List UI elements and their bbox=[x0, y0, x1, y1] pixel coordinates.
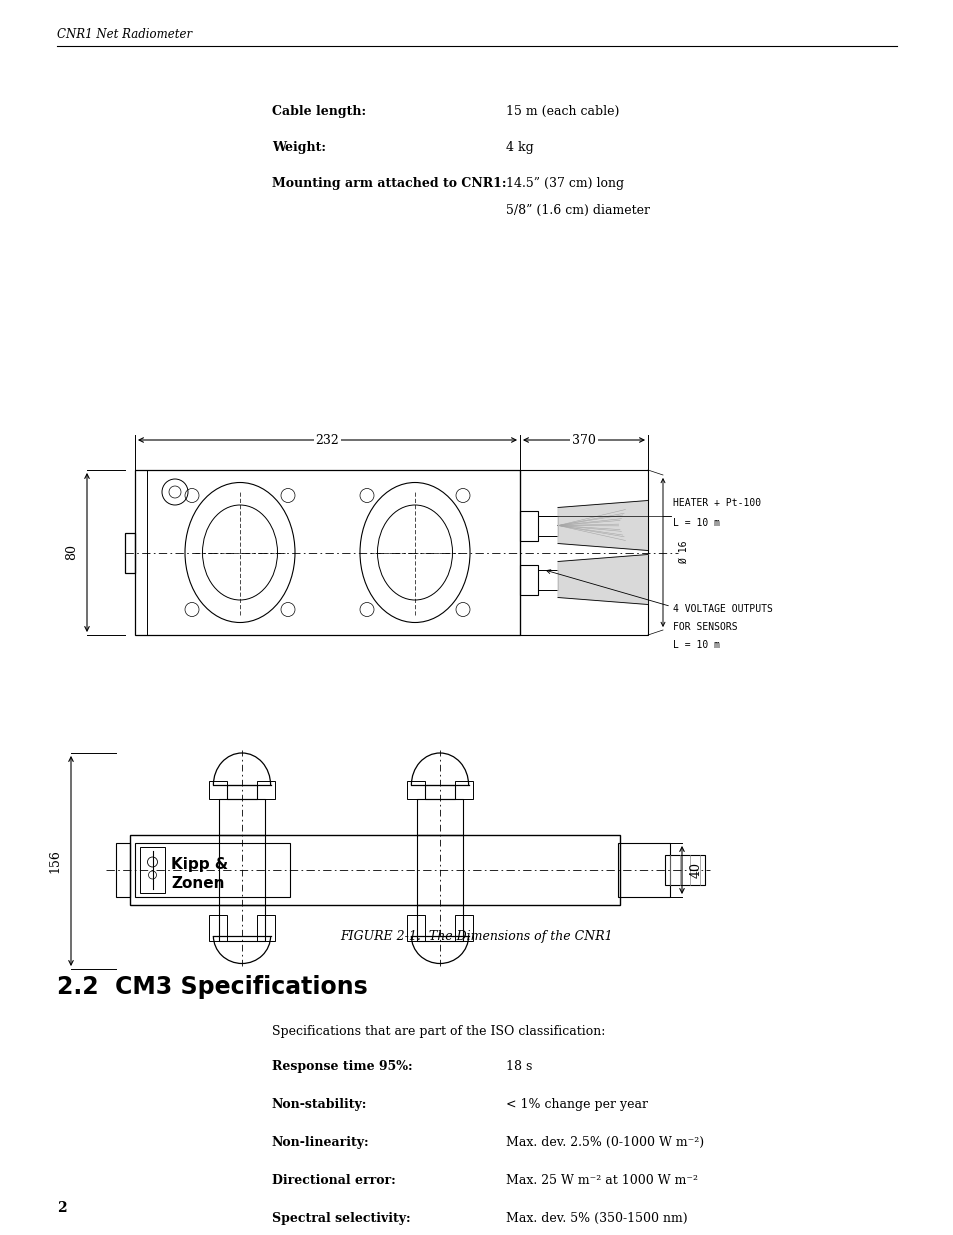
Text: 40: 40 bbox=[689, 862, 701, 878]
Bar bbox=[519, 471, 647, 635]
Text: Cable length:: Cable length: bbox=[272, 105, 366, 119]
Bar bbox=[135, 844, 290, 897]
Bar bbox=[416, 835, 463, 905]
Text: Non-linearity:: Non-linearity: bbox=[272, 1136, 369, 1149]
Bar bbox=[116, 844, 130, 897]
Bar bbox=[218, 905, 265, 941]
Text: HEATER + Pt-100: HEATER + Pt-100 bbox=[672, 499, 760, 509]
Bar bbox=[519, 564, 537, 594]
Bar bbox=[425, 785, 454, 799]
Text: Directional error:: Directional error: bbox=[272, 1174, 395, 1187]
Text: 232: 232 bbox=[315, 433, 339, 447]
Text: 370: 370 bbox=[572, 433, 596, 447]
Bar bbox=[256, 915, 274, 941]
Text: < 1% change per year: < 1% change per year bbox=[505, 1098, 647, 1112]
Bar bbox=[519, 510, 537, 541]
Text: Kipp &: Kipp & bbox=[171, 857, 228, 872]
Text: Mounting arm attached to CNR1:: Mounting arm attached to CNR1: bbox=[272, 177, 506, 190]
Bar bbox=[256, 781, 274, 799]
Text: Spectral selectivity:: Spectral selectivity: bbox=[272, 1212, 410, 1225]
Text: CNR1 Net Radiometer: CNR1 Net Radiometer bbox=[57, 28, 193, 41]
Text: FIGURE 2-1.  The Dimensions of the CNR1: FIGURE 2-1. The Dimensions of the CNR1 bbox=[340, 930, 613, 944]
Text: Zonen: Zonen bbox=[171, 877, 224, 892]
Text: 18 s: 18 s bbox=[505, 1060, 532, 1073]
Text: Weight:: Weight: bbox=[272, 141, 326, 154]
Polygon shape bbox=[558, 555, 647, 604]
Text: 2: 2 bbox=[57, 1200, 67, 1215]
Bar bbox=[454, 781, 473, 799]
Bar bbox=[209, 915, 227, 941]
Text: 4 kg: 4 kg bbox=[505, 141, 533, 154]
Bar bbox=[135, 471, 519, 635]
Text: FOR SENSORS: FOR SENSORS bbox=[672, 622, 737, 632]
Bar bbox=[407, 915, 425, 941]
Text: Non-stability:: Non-stability: bbox=[272, 1098, 367, 1112]
Text: Max. dev. 5% (350-1500 nm): Max. dev. 5% (350-1500 nm) bbox=[505, 1212, 686, 1225]
Text: 5/8” (1.6 cm) diameter: 5/8” (1.6 cm) diameter bbox=[505, 204, 649, 217]
Text: Ø 16: Ø 16 bbox=[679, 541, 688, 564]
Bar bbox=[227, 785, 256, 799]
Text: Max. 25 W m⁻² at 1000 W m⁻²: Max. 25 W m⁻² at 1000 W m⁻² bbox=[505, 1174, 697, 1187]
Bar bbox=[130, 835, 619, 905]
Bar bbox=[664, 855, 704, 884]
Text: 14.5” (37 cm) long: 14.5” (37 cm) long bbox=[505, 177, 623, 190]
Bar bbox=[618, 844, 669, 897]
Text: 2.2  CM3 Specifications: 2.2 CM3 Specifications bbox=[57, 974, 368, 999]
Text: 4 VOLTAGE OUTPUTS: 4 VOLTAGE OUTPUTS bbox=[672, 604, 772, 615]
Bar bbox=[218, 799, 265, 835]
Text: L = 10 m: L = 10 m bbox=[672, 640, 720, 650]
Bar bbox=[416, 905, 463, 941]
Text: 15 m (each cable): 15 m (each cable) bbox=[505, 105, 618, 119]
Text: 156: 156 bbox=[49, 850, 61, 873]
Text: Response time 95%:: Response time 95%: bbox=[272, 1060, 412, 1073]
Text: Max. dev. 2.5% (0-1000 W m⁻²): Max. dev. 2.5% (0-1000 W m⁻²) bbox=[505, 1136, 703, 1149]
Bar bbox=[125, 532, 135, 573]
Bar bbox=[537, 515, 558, 536]
Text: L = 10 m: L = 10 m bbox=[672, 519, 720, 529]
Polygon shape bbox=[558, 500, 647, 551]
Bar bbox=[140, 847, 165, 893]
Bar bbox=[407, 781, 425, 799]
Bar bbox=[537, 569, 558, 589]
Bar bbox=[454, 915, 473, 941]
Bar bbox=[209, 781, 227, 799]
Text: 80: 80 bbox=[66, 545, 78, 561]
Text: Specifications that are part of the ISO classification:: Specifications that are part of the ISO … bbox=[272, 1025, 604, 1037]
Bar bbox=[218, 835, 265, 905]
Bar bbox=[416, 799, 463, 835]
